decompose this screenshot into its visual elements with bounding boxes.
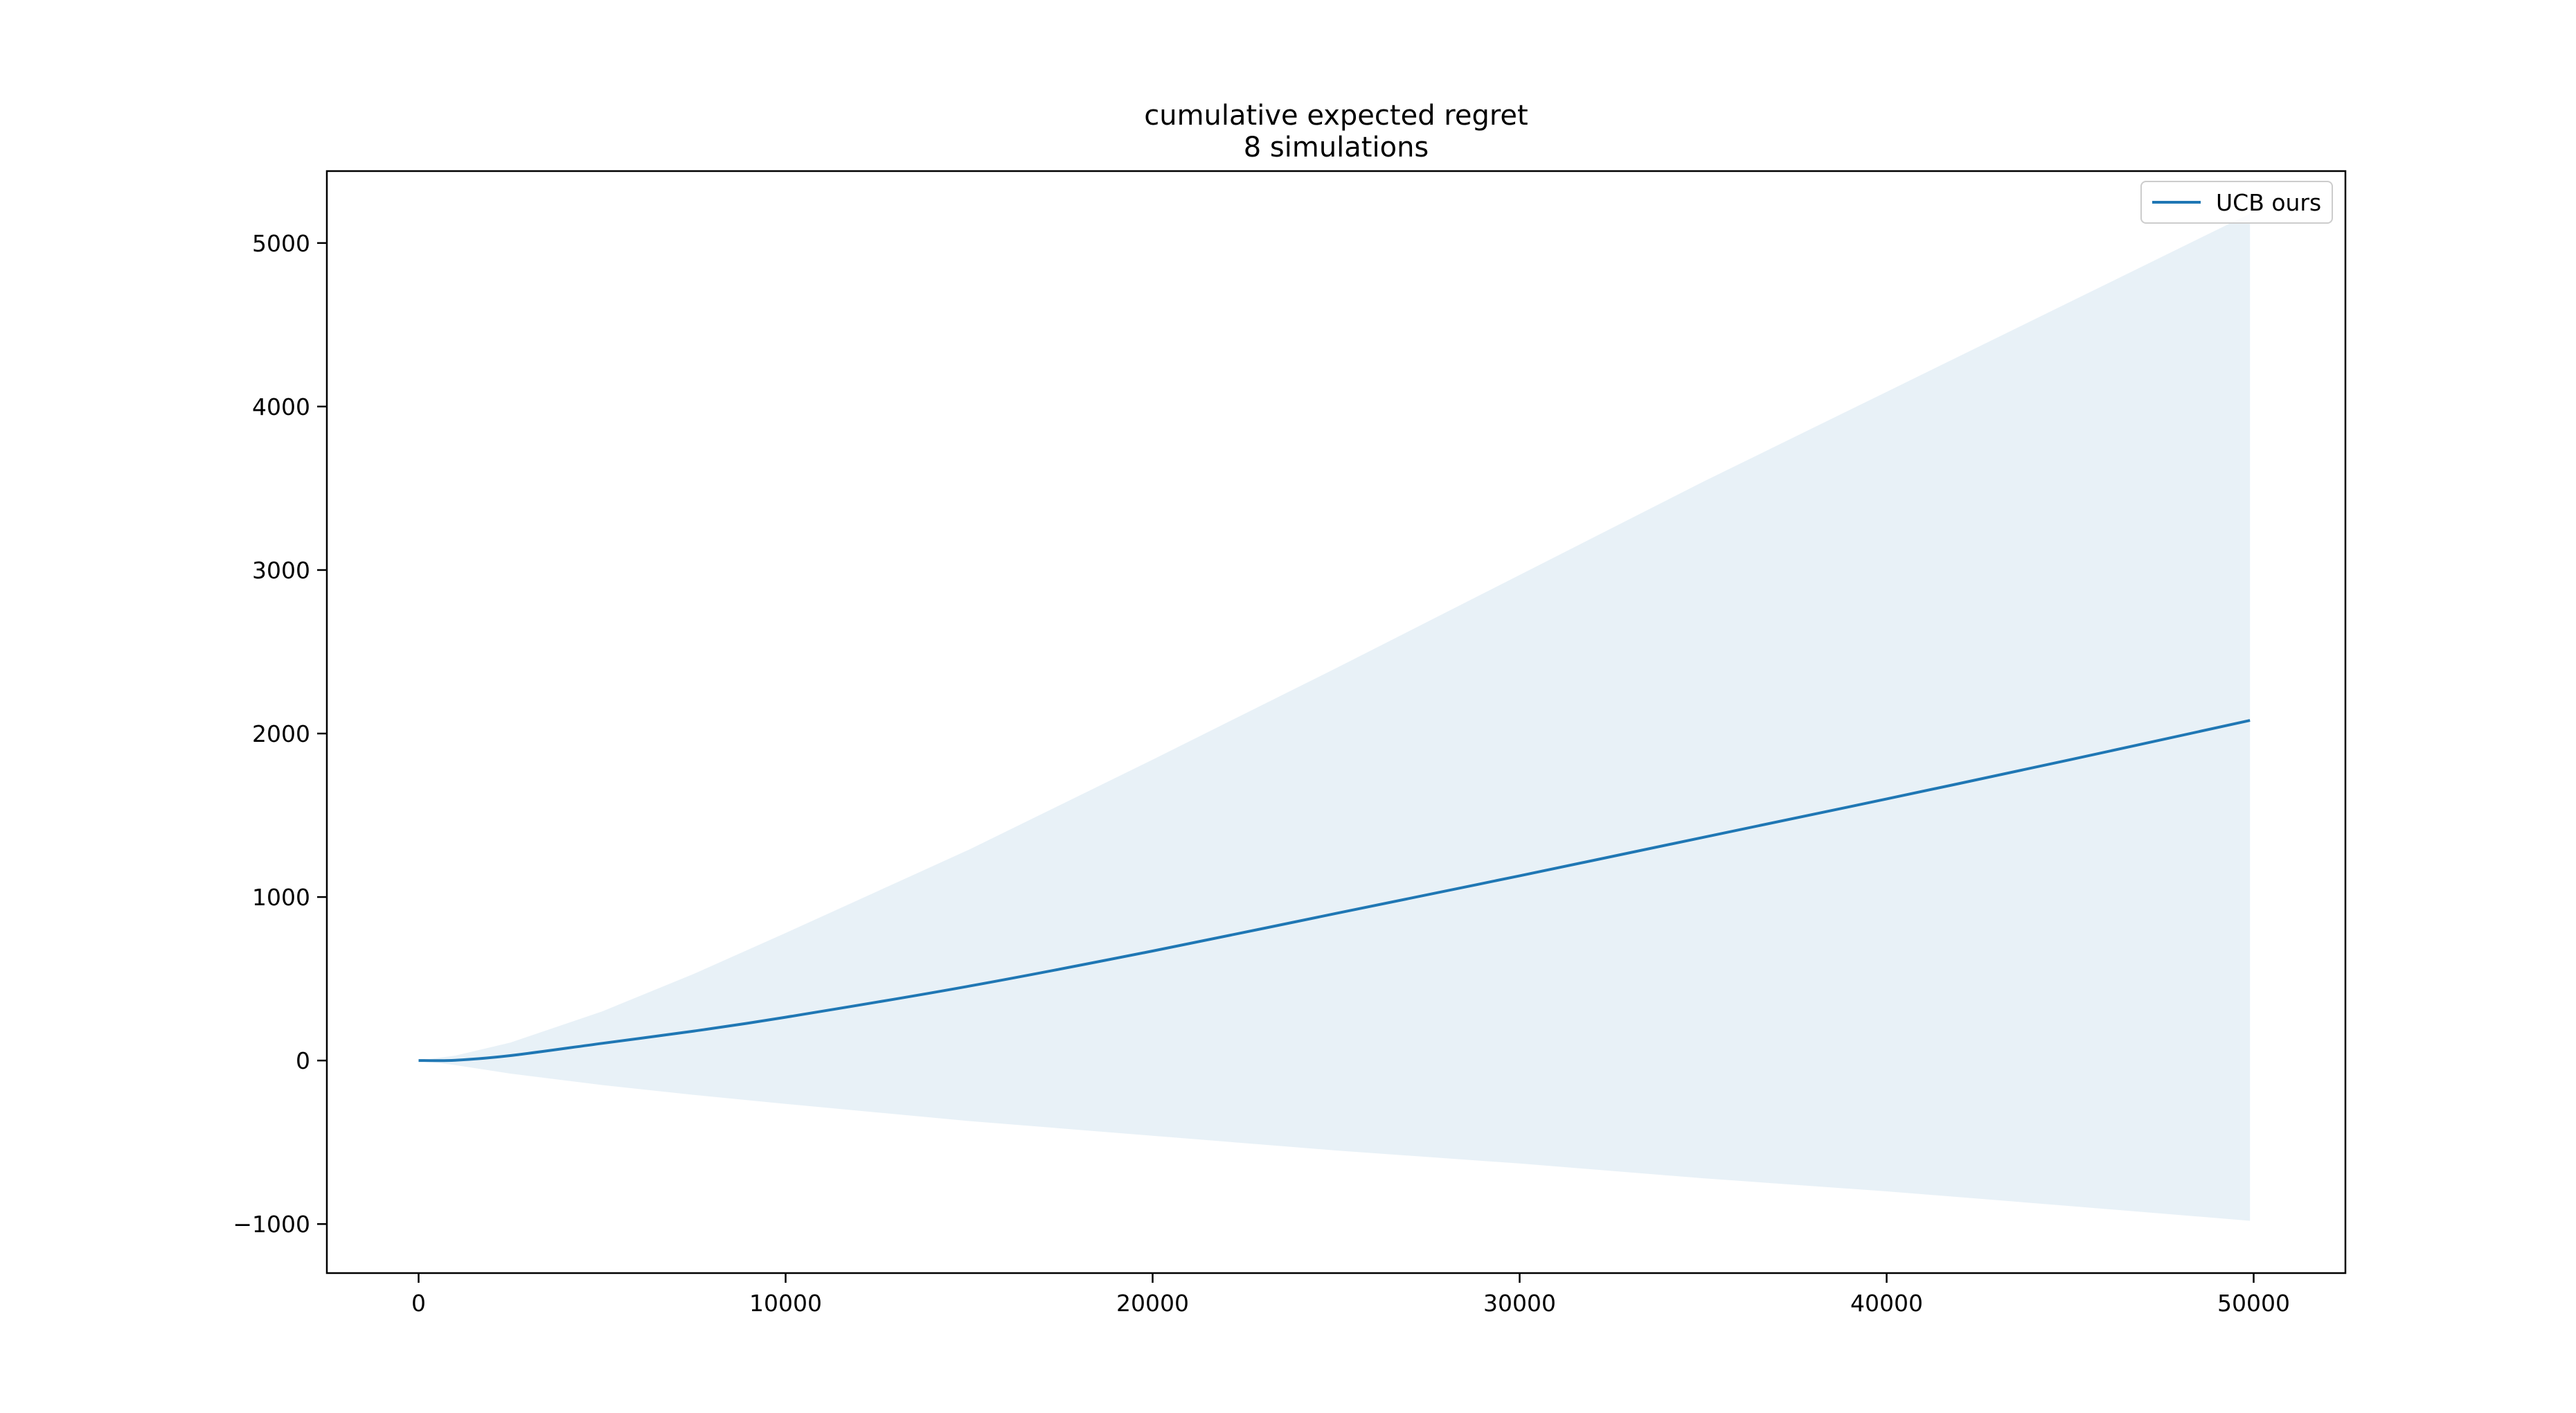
y-tick-label: 5000 (252, 230, 310, 257)
confidence-band (418, 213, 2251, 1221)
y-tick-label: 0 (296, 1047, 310, 1074)
y-tick-label: −1000 (233, 1211, 310, 1238)
y-axis: −1000 0 1000 2000 3000 4000 5000 (233, 230, 327, 1238)
x-tick-label: 30000 (1483, 1290, 1556, 1317)
series-line-ucb-ours (418, 719, 2251, 1063)
chart-subtitle: 8 simulations (1244, 132, 1429, 163)
x-tick-label: 0 (411, 1290, 426, 1317)
y-tick-label: 3000 (252, 557, 310, 584)
y-tick-label: 4000 (252, 393, 310, 420)
y-tick-label: 2000 (252, 720, 310, 747)
x-axis: 0 10000 20000 30000 40000 50000 (411, 1273, 2290, 1317)
x-tick-label: 20000 (1116, 1290, 1189, 1317)
legend-label-ucb-ours: UCB ours (2216, 189, 2321, 216)
plot-area (418, 213, 2251, 1221)
x-tick-label: 10000 (749, 1290, 822, 1317)
x-tick-label: 40000 (1850, 1290, 1923, 1317)
y-tick-label: 1000 (252, 884, 310, 911)
axes-frame (325, 170, 2347, 1274)
legend-box (2140, 181, 2333, 224)
chart-title: cumulative expected regret (1144, 100, 1528, 132)
x-tick-label: 50000 (2217, 1290, 2290, 1317)
legend: UCB ours (2140, 181, 2333, 224)
